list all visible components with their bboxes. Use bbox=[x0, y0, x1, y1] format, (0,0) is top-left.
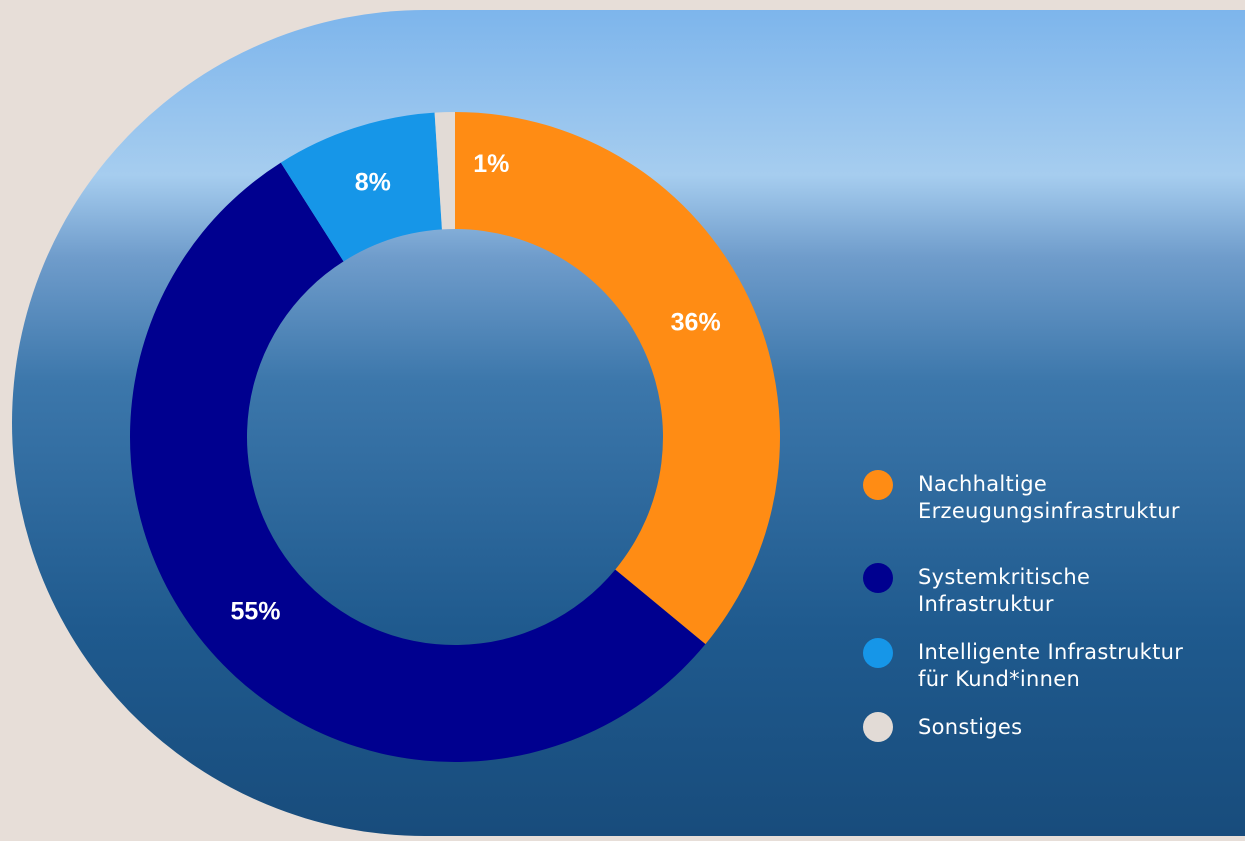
value-label: 1% bbox=[473, 150, 509, 178]
legend-marker bbox=[863, 638, 893, 668]
legend-label: Intelligente Infrastruktur für Kund*inne… bbox=[918, 639, 1183, 693]
value-label: 8% bbox=[355, 169, 391, 197]
value-label: 36% bbox=[671, 308, 721, 336]
legend-marker bbox=[863, 712, 893, 742]
legend-marker bbox=[863, 563, 893, 593]
legend-label: Sonstiges bbox=[918, 714, 1022, 741]
legend-label: Systemkritische Infrastruktur bbox=[918, 564, 1090, 618]
legend-marker bbox=[863, 470, 893, 500]
chart: 36% 55% 8% 1% bbox=[0, 0, 1245, 841]
value-label: 55% bbox=[230, 598, 280, 626]
legend-label: Nachhaltige Erzeugungsinfrastruktur bbox=[918, 471, 1180, 525]
page: 36% 55% 8% 1% Nachhaltige Erzeugungsinfrast… bbox=[0, 0, 1245, 841]
